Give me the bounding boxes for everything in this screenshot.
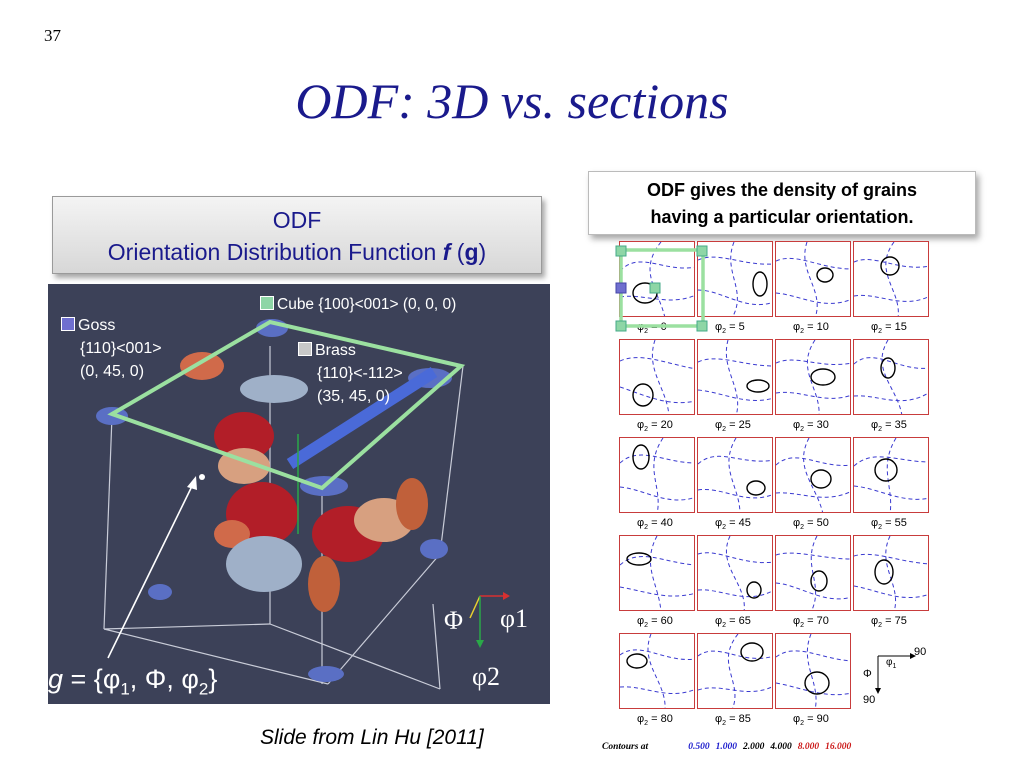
contour-level-value: 1.000 (715, 742, 737, 752)
odf-section-label: φ2 = 25 (715, 419, 751, 434)
odf-heading-text: Orientation Distribution Function (107, 239, 443, 265)
odf-3d-visualization: Cube {100}<001> (0, 0, 0) Goss {110}<001… (48, 284, 550, 704)
odf-section-label: φ2 = 90 (793, 713, 829, 728)
odf-section-plot (853, 241, 929, 317)
odf-section-plot (775, 339, 851, 415)
odf-section-label: φ2 = 85 (715, 713, 751, 728)
euler-angle-formula: g = {φ1, Φ, φ2} (48, 664, 217, 699)
odf-section-plot (775, 633, 851, 709)
slide-title: ODF: 3D vs. sections (295, 73, 729, 129)
contour-level-value: 2.000 (742, 742, 765, 752)
contour-legend-label: Contours at (602, 742, 649, 752)
key-phi-cap: Φ (863, 668, 872, 680)
section-axes-key: φ1 90 Φ 90 (860, 640, 940, 710)
odf-section-plot (697, 633, 773, 709)
odf-section-label: φ2 = 35 (871, 419, 907, 434)
odf-section-label: φ2 = 80 (637, 713, 673, 728)
key-phi1-symbol: φ (886, 657, 893, 668)
density-note-line1: ODF gives the density of grains (646, 180, 918, 200)
odf-section-label: φ2 = 70 (793, 615, 829, 630)
odf-section-label: φ2 = 75 (871, 615, 907, 630)
odf-section-plot (619, 535, 695, 611)
formula-g: g (48, 664, 64, 694)
goss-label: Goss {110}<001> (0, 45, 0) (61, 314, 162, 383)
contour-level-value: 16.000 (825, 742, 852, 752)
density-note-line2: having a particular orientation. (650, 207, 914, 227)
odf-section-label: φ2 = 30 (793, 419, 829, 434)
brass-name: Brass (298, 339, 403, 362)
goss-name: Goss (61, 314, 162, 337)
goss-orientation-icon (61, 317, 75, 331)
odf-f-symbol: f (442, 239, 451, 265)
phi2-zero-section-frame (107, 319, 466, 491)
phi-axis-arrow (469, 595, 481, 619)
goss-angles: (0, 45, 0) (80, 363, 145, 380)
phi-axis-label: Φ (444, 606, 464, 635)
odf-section-label: φ2 = 20 (637, 419, 673, 434)
phi1-axis-label: φ1 (500, 604, 529, 633)
goss-label-text: Goss (78, 317, 116, 334)
odf-section-plot (853, 437, 929, 513)
odf-section-label: φ2 = 45 (715, 517, 751, 532)
g-pointer-arrow (107, 481, 195, 659)
key-phi1-sub: 1 (892, 663, 897, 670)
odf-section-plot (697, 437, 773, 513)
odf-section-plot (619, 241, 695, 317)
odf-section-label: φ2 = 15 (871, 321, 907, 336)
cube-label: Cube {100}<001> (0, 0, 0) (260, 293, 456, 316)
odf-section-plot (619, 339, 695, 415)
formula-end: } (208, 664, 218, 694)
phi2-axis-label: φ2 (472, 662, 501, 691)
formula-part1: = {φ (63, 664, 121, 694)
odf-3d-render (96, 319, 510, 690)
brass-orientation-icon (298, 342, 312, 356)
texture-component-blobs (96, 319, 452, 682)
citation: Slide from Lin Hu [2011] (260, 726, 484, 749)
contour-level-value: 8.000 (797, 742, 820, 752)
cube-orientation-icon (260, 296, 274, 310)
brass-label: Brass {110}<-112> (35, 45, 0) (298, 339, 403, 408)
formula-sub2: 2 (198, 679, 209, 699)
odf-open-paren: ( (450, 239, 465, 265)
odf-section-plot (853, 339, 929, 415)
odf-section-label: φ2 = 55 (871, 517, 907, 532)
odf-heading-line2: Orientation Distribution Function f (g) (53, 236, 541, 268)
odf-section-label: φ2 = 60 (637, 615, 673, 630)
brass-indices: {110}<-112> (317, 365, 403, 382)
odf-g-symbol: g (464, 239, 479, 265)
odf-section-plot (775, 241, 851, 317)
odf-section-label: φ2 = 40 (637, 517, 673, 532)
contour-level-value: 0.500 (688, 742, 710, 752)
brass-angles: (35, 45, 0) (317, 388, 390, 405)
odf-section-plot (697, 339, 773, 415)
odf-heading-box: ODF Orientation Distribution Function f … (52, 196, 542, 274)
odf-close-paren: ) (478, 239, 487, 265)
brass-label-text: Brass (315, 342, 356, 359)
odf-section-plot (853, 535, 929, 611)
contour-level-value: 4.000 (770, 742, 792, 752)
formula-sub1: 1 (120, 679, 130, 699)
section-cube-marker (615, 245, 708, 332)
key-phi1: φ1 (886, 657, 896, 670)
key-top-90: 90 (914, 646, 927, 658)
key-bottom-90: 90 (863, 694, 876, 706)
slide-number: 37 (44, 26, 61, 45)
odf-heading-line1: ODF (272, 207, 322, 233)
odf-section-plot (697, 535, 773, 611)
odf-section-plot (619, 437, 695, 513)
odf-section-plot (619, 633, 695, 709)
goss-indices: {110}<001> (80, 340, 162, 357)
odf-section-label: φ2 = 50 (793, 517, 829, 532)
density-note-box: ODF gives the density of grains having a… (588, 171, 976, 235)
formula-part2: , Φ, φ (129, 664, 199, 694)
odf-section-label: φ2 = 10 (793, 321, 829, 336)
odf-section-label: φ2 = 5 (715, 321, 745, 336)
odf-section-label: φ2 = 65 (715, 615, 751, 630)
odf-section-plot (775, 437, 851, 513)
cube-label-text: Cube {100}<001> (0, 0, 0) (277, 296, 457, 313)
odf-sections-grid: φ2 = 0 φ2 = 5 φ2 = 10 φ2 = 15 φ2 = 20 φ2 = 25… (619, 241, 939, 741)
contour-levels-legend: Contours at 0.500 1.000 2.000 4.000 8.000 16.0… (602, 742, 857, 752)
odf-section-plot (775, 535, 851, 611)
odf-section-plot (697, 241, 773, 317)
